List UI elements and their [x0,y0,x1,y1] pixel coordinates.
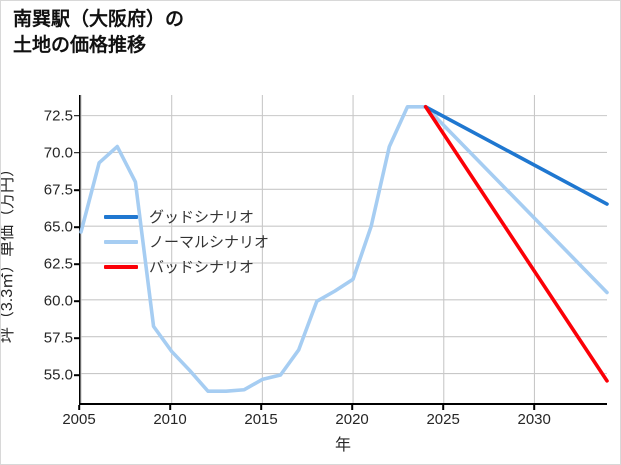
x-tick-mark [351,405,353,410]
x-tick-mark [169,405,171,410]
x-tick-mark [533,405,535,410]
x-tick-mark [260,405,262,410]
y-axis-label: 坪（3.3㎡）単価（万円） [0,160,16,344]
y-tick-mark [74,337,79,340]
chart-title: 南巽駅（大阪府）の 土地の価格推移 [13,9,185,56]
legend-color-swatch [104,214,138,219]
series-グッドシナリオ [423,105,609,206]
series-lines [79,105,609,393]
y-tick-label: 67.5 [43,181,73,199]
x-tick-label: 2025 [426,411,460,428]
y-tick-label: 70.0 [43,144,73,162]
y-tick-label: 55.0 [43,366,73,384]
legend-item[interactable]: ノーマルシナリオ [104,229,334,254]
x-axis-tick-labels: 2005 2010 2015 2020 2025 2030 [62,409,607,431]
x-tick-label: 2005 [62,411,96,428]
x-tick-label: 2015 [244,411,278,428]
legend-color-swatch [104,264,138,269]
y-tick-label: 65.0 [43,218,73,236]
x-tick-mark [78,405,80,410]
y-tick-mark [74,189,79,191]
series-ノーマルシナリオ [79,105,609,393]
legend-item-label: ノーマルシナリオ [149,234,270,251]
y-tick-mark [74,300,79,302]
y-tick-mark [74,152,79,154]
y-tick-label: 60.0 [43,292,73,310]
legend-item-label: バッドシナリオ [149,259,255,276]
y-tick-label: 62.5 [43,255,73,273]
x-axis-label: 年 [334,437,351,454]
chart-legend: グッドシナリオ ノーマルシナリオ バッドシナリオ [104,204,334,279]
x-tick-label: 2030 [517,411,551,428]
grid-lines [80,95,607,403]
x-tick-label: 2020 [335,411,369,428]
legend-item-label: グッドシナリオ [149,209,255,226]
y-tick-mark [74,374,79,377]
series-バッドシナリオ [423,105,609,383]
y-tick-label: 72.5 [43,107,73,125]
legend-color-swatch [104,239,138,244]
y-tick-mark [74,263,79,265]
y-axis-tick-labels: 55.0 57.5 60.0 62.5 65.0 67.5 70.0 72.5 [1,95,73,405]
y-tick-label: 57.5 [43,329,73,347]
y-tick-mark [74,226,79,228]
x-tick-mark [442,405,444,410]
x-tick-label: 2010 [153,411,187,428]
legend-item[interactable]: グッドシナリオ [104,204,334,229]
plot-area [79,95,609,405]
y-tick-mark [74,114,79,117]
legend-item[interactable]: バッドシナリオ [104,254,334,279]
